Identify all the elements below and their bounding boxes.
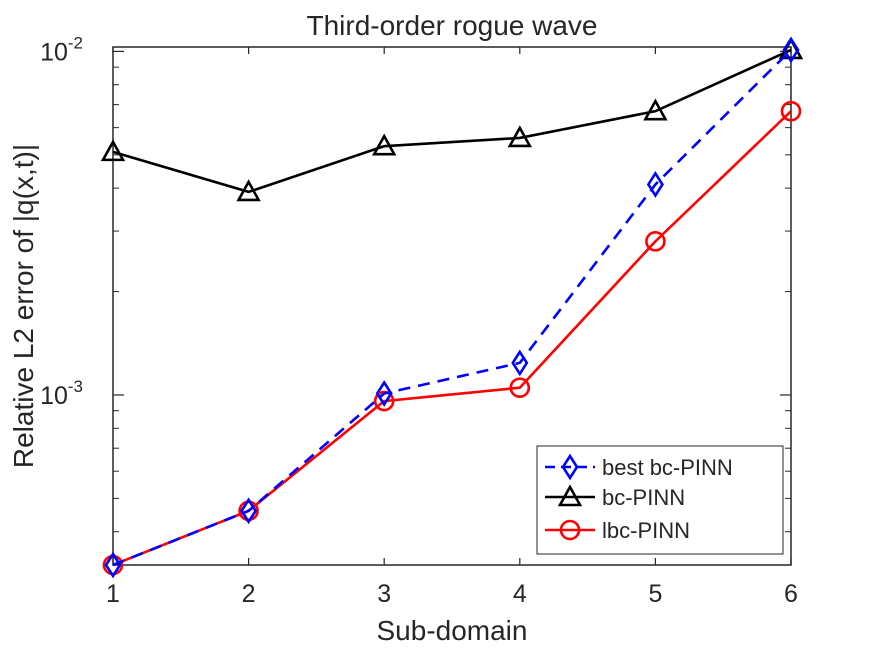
x-tick-label: 3 [377,580,391,608]
data-point [507,125,533,148]
data-point [646,171,664,198]
data-point [104,551,122,579]
legend-label: best bc-PINN [602,455,733,480]
data-point [780,100,802,122]
legend-label: bc-PINN [602,485,685,510]
data-point [371,133,397,156]
legend-swatch-marker [559,519,581,541]
legend-swatch-marker [561,453,579,481]
data-point [509,377,531,399]
series-layer [100,36,804,579]
x-tick-label: 5 [648,580,662,608]
y-axis-ticks: 10-3 10-2 [40,33,791,410]
data-point [375,380,393,407]
x-tick-label: 1 [106,580,120,608]
data-point [240,497,258,525]
y-tick-label: 10-3 [40,377,83,410]
x-tick-label: 2 [242,580,256,608]
x-axis-label: Sub-domain [377,615,528,646]
series-best-bc-pinn [104,36,800,579]
data-point [643,98,668,121]
data-point [236,179,261,202]
chart-title: Third-order rogue wave [306,10,597,41]
y-tick-label: 10-2 [40,33,83,66]
x-tick-label: 4 [513,580,527,608]
x-tick-label: 6 [784,580,798,608]
data-point [782,36,800,64]
data-point [100,139,126,162]
legend-label: lbc-PINN [602,518,690,543]
minor-ticks [113,66,791,533]
legend: best bc-PINN bc-PINN lbc-PINN [536,445,784,555]
x-axis-ticks: 1 2 3 4 5 6 [106,47,798,608]
legend-swatch-marker [557,484,583,507]
series-line [112,49,792,567]
y-axis-label: Relative L2 error of |q(x,t)| [8,144,39,468]
series-line [112,48,792,194]
data-point [373,390,395,412]
data-point [511,349,529,377]
data-point [645,231,666,252]
